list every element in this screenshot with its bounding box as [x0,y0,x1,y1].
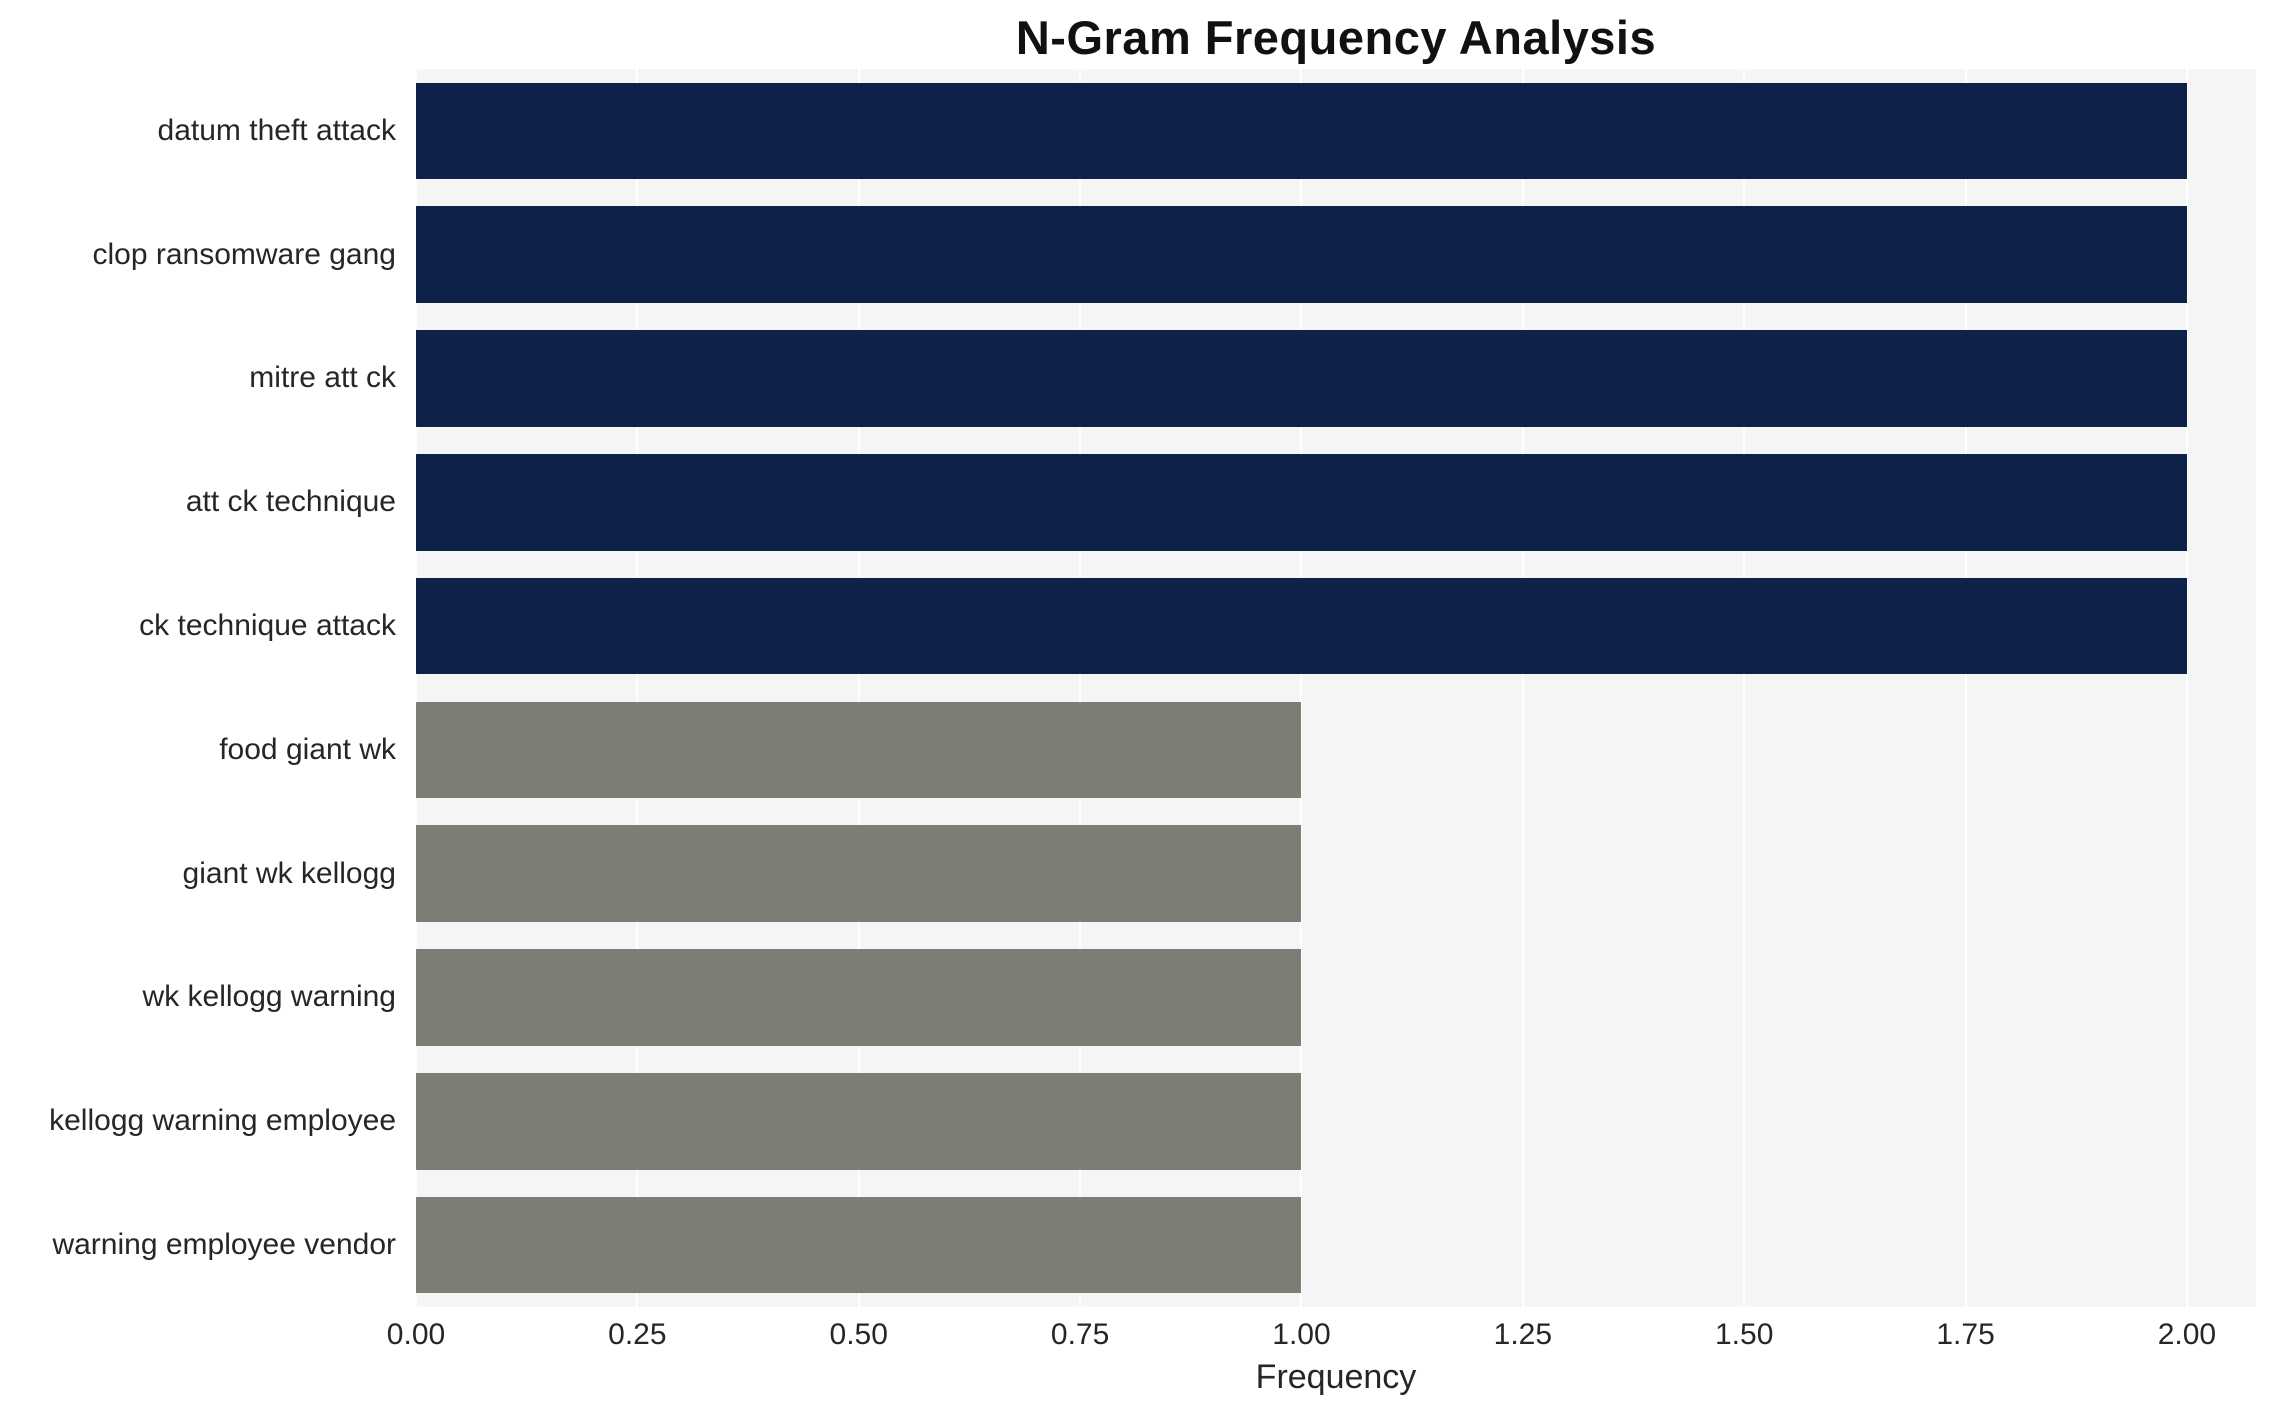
x-axis-label: Frequency [1255,1358,1417,1396]
y-tick-label: mitre att ck [249,361,396,395]
y-tick-label: giant wk kellogg [182,856,396,890]
bar [416,825,1302,922]
bar-row [416,69,2256,193]
bar-row [416,688,2256,812]
bar-row [416,936,2256,1060]
chart-title: N-Gram Frequency Analysis [1015,11,1657,64]
bar-row [416,193,2256,317]
bar [416,577,2187,675]
bar [416,1196,1302,1294]
plot-area [415,69,2256,1307]
gridline [1079,69,1082,1307]
gridline [1300,69,1303,1307]
x-tick-label: 1.50 [1714,1318,1774,1351]
bar-row [416,1059,2256,1183]
gridline [1964,69,1967,1307]
y-tick-label: food giant wk [219,732,396,766]
x-axis: 0.00 0.25 0.50 0.75 1.00 1.25 1.50 1.75 2.00 [0,1318,2295,1358]
y-axis-labels: datum theft attack clop ransomware gang mi… [0,69,406,1307]
bar-row [416,440,2256,564]
x-tick-label: 1.00 [1272,1318,1331,1351]
bar-row [416,317,2256,441]
gridline [1743,69,1746,1307]
bar-row [416,564,2256,688]
bar [416,701,1302,799]
bar-row [416,1183,2256,1307]
gridline [636,69,639,1307]
bar [416,206,2187,303]
x-tick-label: 0.75 [1050,1318,1110,1351]
y-tick-label: warning employee vendor [52,1228,396,1262]
bar [416,82,2187,180]
x-tick-label: 1.75 [1936,1318,1995,1351]
y-tick-label: att ck technique [185,485,396,519]
bar-row [416,812,2256,936]
x-tick-label: 0.25 [608,1318,667,1351]
bar [416,1073,1302,1170]
x-tick-label: 0.00 [386,1318,446,1351]
gridline [857,69,860,1307]
x-tick-label: 0.50 [829,1318,888,1351]
bar [416,330,2187,427]
gridline [1521,69,1524,1307]
bar [416,949,1302,1046]
y-tick-label: wk kellogg warning [142,980,396,1014]
y-tick-label: ck technique attack [139,609,396,643]
gridline [2185,69,2188,1307]
bar [416,454,2187,551]
x-tick-label: 2.00 [2157,1318,2217,1351]
x-tick-label: 1.25 [1493,1318,1553,1351]
gridline [415,69,417,1307]
bar-layer [416,69,2256,1307]
y-tick-label: kellogg warning employee [49,1104,396,1138]
y-tick-label: datum theft attack [157,113,396,147]
y-tick-label: clop ransomware gang [92,237,396,271]
